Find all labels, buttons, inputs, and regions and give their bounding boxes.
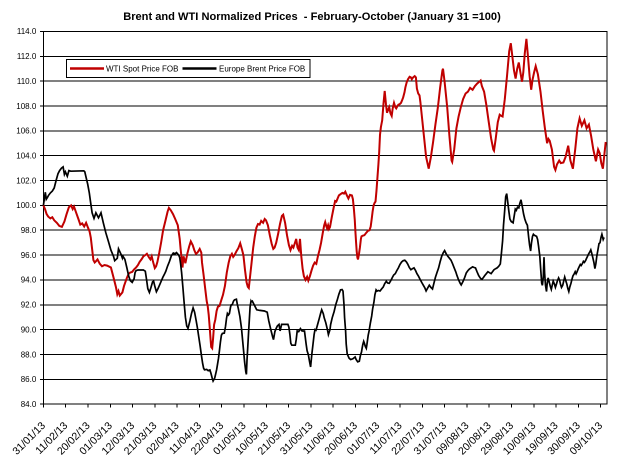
svg-text:102.0: 102.0 — [16, 176, 37, 185]
svg-text:114.0: 114.0 — [17, 27, 37, 36]
svg-text:Brent and WTI Normalized Price: Brent and WTI Normalized Prices - Februa… — [123, 11, 501, 23]
svg-text:96.0: 96.0 — [21, 251, 37, 260]
svg-text:Europe Brent Price FOB: Europe Brent Price FOB — [219, 65, 305, 74]
svg-text:108.0: 108.0 — [16, 102, 37, 111]
svg-text:86.0: 86.0 — [21, 375, 37, 384]
svg-text:98.0: 98.0 — [21, 226, 37, 235]
svg-text:92.0: 92.0 — [21, 301, 37, 310]
svg-text:WTI Spot Price FOB: WTI Spot Price FOB — [106, 65, 178, 74]
svg-text:88.0: 88.0 — [21, 350, 37, 359]
svg-text:84.0: 84.0 — [21, 400, 37, 409]
svg-text:104.0: 104.0 — [16, 152, 37, 161]
svg-text:112.0: 112.0 — [17, 52, 37, 61]
svg-text:110.0: 110.0 — [17, 77, 37, 86]
svg-text:100.0: 100.0 — [16, 201, 37, 210]
svg-text:94.0: 94.0 — [21, 276, 37, 285]
svg-text:90.0: 90.0 — [21, 325, 37, 334]
svg-text:106.0: 106.0 — [16, 127, 37, 136]
